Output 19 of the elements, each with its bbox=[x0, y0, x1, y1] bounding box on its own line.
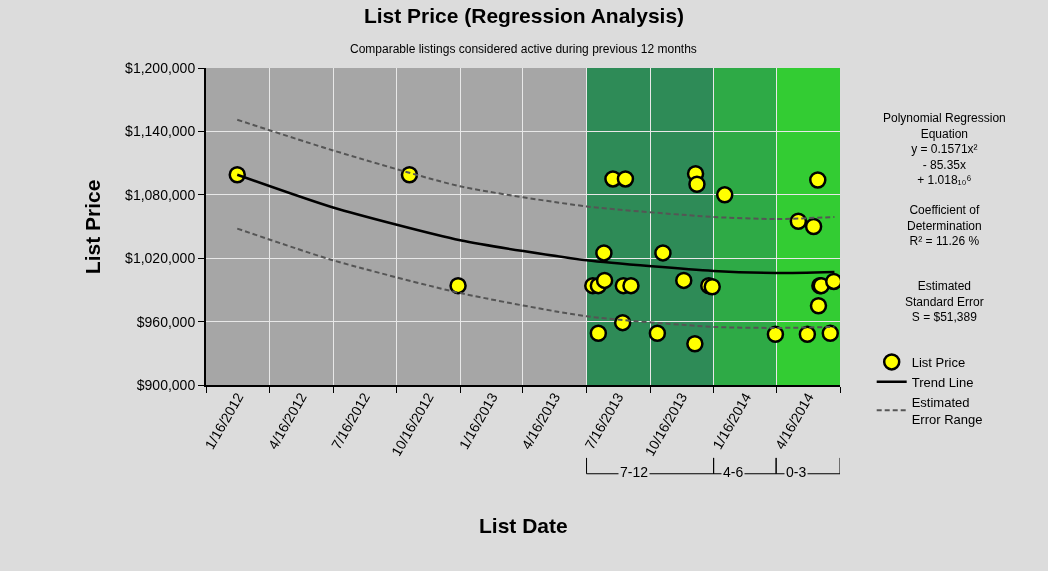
text: 7-12 bbox=[620, 464, 649, 480]
y-tick-label: $1,200,000 bbox=[125, 59, 196, 76]
x-axis-title: List Date bbox=[479, 514, 568, 537]
legend-label: Trend Line bbox=[911, 374, 974, 390]
y-tick-label: $1,080,000 bbox=[125, 186, 196, 203]
legend-label: List Price bbox=[911, 354, 966, 370]
text: 0-3 bbox=[786, 464, 807, 480]
y-tick-label: $1,140,000 bbox=[125, 123, 196, 140]
legend-label: Estimated Error Range bbox=[911, 394, 983, 427]
text: Estimated Standard Error S = $51,389 bbox=[905, 279, 984, 325]
y-axis-title: List Price bbox=[81, 179, 105, 275]
y-tick-label: $900,000 bbox=[136, 376, 196, 393]
chart-title: List Price (Regression Analysis) bbox=[363, 4, 685, 28]
text: Coefficient of Determination R² = 11.26 % bbox=[907, 203, 982, 249]
text: Polynomial Regression Equation y = 0.1571x² - 85.35x + 1.018₁₀⁶ bbox=[883, 111, 1006, 188]
y-tick-label: $1,020,000 bbox=[125, 250, 196, 267]
y-tick-label: $960,000 bbox=[136, 313, 196, 330]
text: 4-6 bbox=[723, 464, 744, 480]
chart-subtitle: Comparable listings considered active during previous 12 months bbox=[350, 42, 697, 56]
